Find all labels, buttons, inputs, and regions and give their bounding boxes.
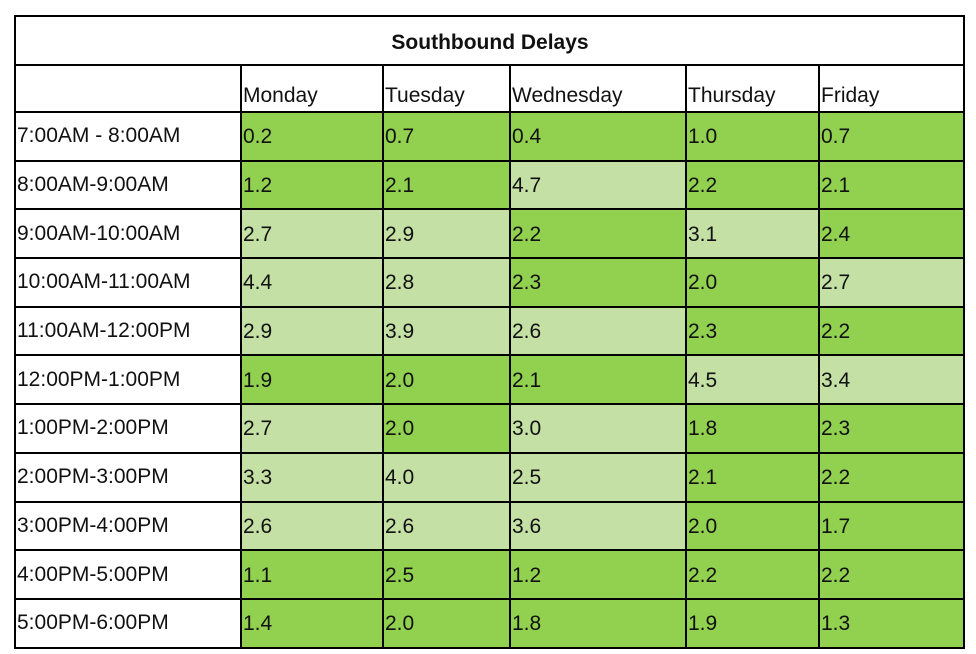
value-cell: 2.0 [382,354,511,406]
value-cell: 2.9 [240,305,384,357]
value-cell: 2.3 [509,257,687,308]
value-cell: 2.1 [382,159,511,211]
row-label: 11:00AM-12:00PM [14,305,242,357]
table-row: 10:00AM-11:00AM 4.4 2.8 2.3 2.0 2.7 [14,257,966,308]
value-cell: 2.3 [685,305,820,357]
row-label: 2:00PM-3:00PM [14,451,242,503]
value-cell: 1.8 [509,597,687,649]
table-row: 2:00PM-3:00PM 3.3 4.0 2.5 2.1 2.2 [14,451,966,503]
table-row: 7:00AM - 8:00AM 0.2 0.7 0.4 1.0 0.7 [14,111,966,162]
value-cell: 2.1 [817,159,966,211]
row-label: 8:00AM-9:00AM [14,159,242,211]
value-cell: 2.0 [685,257,820,308]
value-cell: 4.5 [685,354,820,406]
value-cell: 3.0 [509,403,687,454]
row-label: 4:00PM-5:00PM [14,549,242,600]
value-cell: 0.2 [240,111,384,162]
value-cell: 0.4 [509,111,687,162]
row-label: 10:00AM-11:00AM [14,257,242,308]
value-cell: 3.1 [685,208,820,260]
value-cell: 2.6 [240,500,384,552]
value-cell: 0.7 [382,111,511,162]
value-cell: 1.7 [817,500,966,552]
value-cell: 2.0 [382,597,511,649]
value-cell: 2.3 [817,403,966,454]
value-cell: 2.5 [382,549,511,600]
table-row: 1:00PM-2:00PM 2.7 2.0 3.0 1.8 2.3 [14,403,966,454]
column-header-tuesday: Tuesday [382,64,511,113]
value-cell: 1.2 [240,159,384,211]
value-cell: 0.7 [817,111,966,162]
table-body: Southbound Delays Monday Tuesday Wednesday… [13,15,966,649]
row-label: 9:00AM-10:00AM [14,208,242,260]
row-label: 1:00PM-2:00PM [14,403,242,454]
value-cell: 1.9 [685,597,820,649]
value-cell: 2.9 [382,208,511,260]
table-row: 5:00PM-6:00PM 1.4 2.0 1.8 1.9 1.3 [14,597,966,649]
value-cell: 3.9 [382,305,511,357]
value-cell: 1.4 [240,597,384,649]
row-label: 12:00PM-1:00PM [14,354,242,406]
value-cell: 1.2 [509,549,687,600]
value-cell: 2.4 [817,208,966,260]
delays-table: Southbound Delays Monday Tuesday Wednesday… [13,15,966,649]
value-cell: 1.9 [240,354,384,406]
value-cell: 2.2 [817,305,966,357]
value-cell: 2.6 [382,500,511,552]
value-cell: 2.2 [817,549,966,600]
value-cell: 1.8 [685,403,820,454]
row-label: 7:00AM - 8:00AM [14,111,242,162]
value-cell: 2.1 [685,451,820,503]
value-cell: 2.0 [685,500,820,552]
value-cell: 1.1 [240,549,384,600]
value-cell: 2.1 [509,354,687,406]
value-cell: 2.2 [817,451,966,503]
value-cell: 3.4 [817,354,966,406]
value-cell: 2.2 [685,159,820,211]
value-cell: 4.7 [509,159,687,211]
column-header-thursday: Thursday [685,64,820,113]
column-header-monday: Monday [240,64,384,113]
header-row: Monday Tuesday Wednesday Thursday Friday [14,64,966,113]
value-cell: 1.0 [685,111,820,162]
value-cell: 1.3 [817,597,966,649]
table-title: Southbound Delays [13,15,966,66]
row-label: 3:00PM-4:00PM [14,500,242,552]
value-cell: 2.7 [240,403,384,454]
corner-cell [14,64,242,113]
value-cell: 2.6 [509,305,687,357]
value-cell: 2.2 [509,208,687,260]
table-row: 4:00PM-5:00PM 1.1 2.5 1.2 2.2 2.2 [14,549,966,600]
column-header-wednesday: Wednesday [509,64,687,113]
value-cell: 3.6 [509,500,687,552]
table-row: 9:00AM-10:00AM 2.7 2.9 2.2 3.1 2.4 [14,208,966,260]
value-cell: 2.7 [817,257,966,308]
value-cell: 3.3 [240,451,384,503]
value-cell: 2.2 [685,549,820,600]
value-cell: 2.0 [382,403,511,454]
title-row: Southbound Delays [13,15,966,66]
value-cell: 2.7 [240,208,384,260]
row-label: 5:00PM-6:00PM [14,597,242,649]
value-cell: 4.4 [240,257,384,308]
value-cell: 2.5 [509,451,687,503]
value-cell: 2.8 [382,257,511,308]
table-row: 8:00AM-9:00AM 1.2 2.1 4.7 2.2 2.1 [14,159,966,211]
table-row: 12:00PM-1:00PM 1.9 2.0 2.1 4.5 3.4 [14,354,966,406]
table-row: 11:00AM-12:00PM 2.9 3.9 2.6 2.3 2.2 [14,305,966,357]
value-cell: 4.0 [382,451,511,503]
column-header-friday: Friday [817,64,966,113]
table-row: 3:00PM-4:00PM 2.6 2.6 3.6 2.0 1.7 [14,500,966,552]
